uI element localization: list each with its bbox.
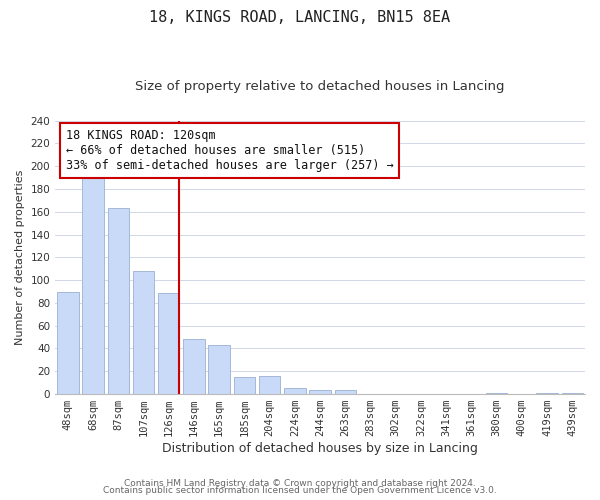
Y-axis label: Number of detached properties: Number of detached properties [15,170,25,345]
Text: Contains public sector information licensed under the Open Government Licence v3: Contains public sector information licen… [103,486,497,495]
Text: Contains HM Land Registry data © Crown copyright and database right 2024.: Contains HM Land Registry data © Crown c… [124,478,476,488]
Bar [486,393,508,394]
Bar [208,345,230,394]
Bar [284,388,305,394]
Bar [158,292,179,394]
Bar [335,390,356,394]
Bar [233,377,255,394]
X-axis label: Distribution of detached houses by size in Lancing: Distribution of detached houses by size … [162,442,478,455]
Bar [107,208,129,394]
Bar [82,166,104,394]
Bar [183,340,205,394]
Bar [57,292,79,394]
Bar [133,271,154,394]
Bar [562,393,583,394]
Text: 18, KINGS ROAD, LANCING, BN15 8EA: 18, KINGS ROAD, LANCING, BN15 8EA [149,10,451,25]
Text: 18 KINGS ROAD: 120sqm
← 66% of detached houses are smaller (515)
33% of semi-det: 18 KINGS ROAD: 120sqm ← 66% of detached … [66,129,394,172]
Bar [259,376,280,394]
Bar [310,390,331,394]
Bar [536,393,558,394]
Title: Size of property relative to detached houses in Lancing: Size of property relative to detached ho… [136,80,505,93]
